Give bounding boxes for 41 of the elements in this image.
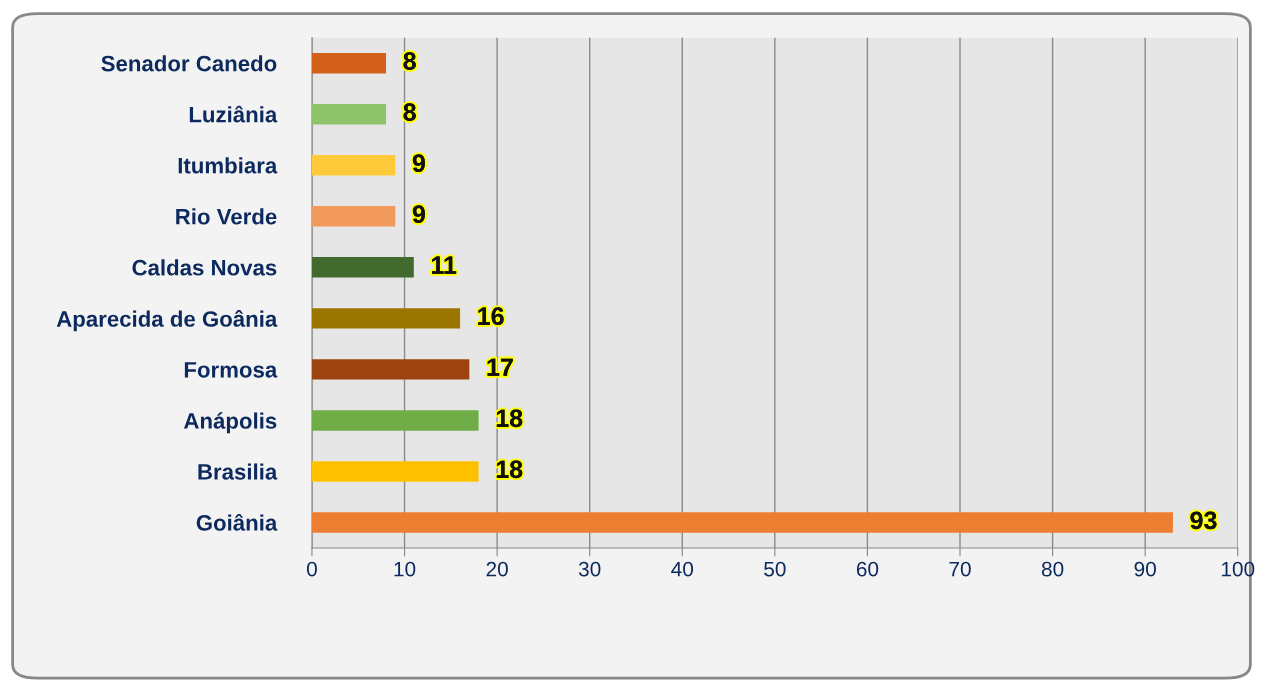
bar	[311, 52, 387, 74]
x-tick-label: 60	[856, 561, 879, 577]
data-label: 8	[403, 103, 416, 121]
bar	[311, 308, 461, 329]
bar	[311, 104, 387, 125]
data-label: 93	[1190, 511, 1217, 530]
y-tick-label: Goiânia	[196, 513, 278, 531]
x-tick-label: 50	[764, 561, 786, 577]
y-tick-label: Brasilia	[198, 463, 278, 480]
y-tick-label: Senador Canedo	[101, 55, 277, 72]
y-tick-label: Formosa	[184, 362, 278, 378]
y-tick-label: Rio Verde	[176, 208, 277, 225]
bar	[311, 359, 470, 380]
bar	[311, 410, 479, 431]
data-label: 18	[496, 409, 523, 428]
y-tick-label: Itumbiara	[178, 157, 278, 174]
x-tick-label: 10	[394, 561, 416, 577]
data-label: 9	[412, 154, 425, 172]
bar	[311, 461, 479, 482]
x-tick-label: 90	[1134, 561, 1156, 577]
bar	[311, 512, 1173, 533]
y-tick-label: Anápolis	[183, 412, 277, 434]
data-label: 11	[432, 256, 457, 274]
bar	[311, 206, 396, 227]
x-tick-label: 30	[578, 561, 601, 577]
x-tick-label: 100	[1221, 561, 1255, 577]
data-label: 18	[496, 460, 523, 479]
data-label: 8	[403, 52, 416, 70]
data-label: 9	[412, 205, 425, 223]
x-tick-label: 70	[949, 561, 971, 577]
x-tick-label: 0	[306, 561, 317, 577]
data-label: 17	[487, 358, 513, 376]
bar	[311, 257, 414, 278]
x-tick-label: 20	[486, 561, 508, 577]
y-tick-label: Caldas Novas	[132, 259, 277, 276]
y-tick-label: Aparecida de Goânia	[56, 310, 278, 332]
y-tick-label: Luziânia	[189, 105, 278, 123]
data-label: 16	[478, 307, 504, 326]
x-tick-label: 40	[671, 561, 694, 577]
bar	[311, 155, 396, 176]
x-tick-label: 80	[1041, 561, 1064, 577]
